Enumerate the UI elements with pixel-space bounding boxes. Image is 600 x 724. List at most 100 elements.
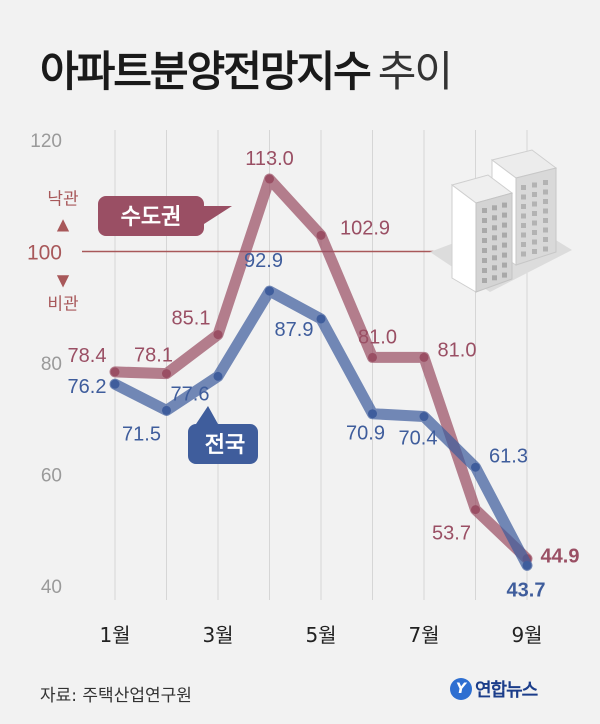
building-window (532, 182, 537, 188)
building-window (521, 213, 526, 219)
data-label: 70.9 (346, 423, 385, 445)
data-point (419, 352, 429, 362)
building-window (502, 222, 507, 228)
data-label: 113.0 (245, 148, 294, 170)
data-point (213, 330, 223, 340)
building-window (482, 248, 487, 253)
x-tick-label: 7월 (408, 623, 439, 647)
data-label: 87.9 (275, 319, 314, 341)
data-label: 61.3 (489, 445, 528, 467)
y-tick-label: 40 (41, 577, 62, 598)
data-point (213, 371, 223, 381)
building-window (502, 202, 507, 208)
data-label: 71.5 (122, 423, 161, 445)
building-window (492, 215, 497, 221)
y-tick-label: 80 (41, 354, 62, 375)
data-point (110, 379, 120, 389)
data-label: 78.4 (68, 345, 107, 367)
data-label: 102.9 (340, 217, 390, 239)
building-window (502, 232, 507, 238)
building-window (543, 237, 548, 242)
building-window (532, 230, 537, 235)
yonhap-logo-icon: Y (450, 678, 472, 700)
building-window (502, 272, 507, 278)
building-window (532, 249, 537, 254)
yonhap-logo-text: 연합뉴스 (475, 680, 538, 701)
x-tick-label: 1월 (99, 623, 130, 647)
building-window (543, 227, 548, 233)
building-window (521, 194, 526, 200)
pessimistic-label: 비관 (47, 295, 78, 315)
building-window (492, 275, 497, 281)
legend-capital-area-label: 수도권 (121, 205, 182, 230)
up-arrow-icon: ▲ (57, 215, 70, 234)
data-label: 85.1 (172, 308, 211, 330)
data-point (368, 409, 377, 419)
building-window (521, 251, 526, 257)
building-window (482, 238, 487, 243)
building-window (543, 199, 548, 204)
data-point (162, 405, 171, 415)
building-window (521, 185, 526, 190)
building-window (492, 205, 497, 211)
x-tick-label: 3월 (202, 623, 233, 647)
legend-nationwide-box (188, 406, 258, 464)
title-main: 아파트분양전망지수 (40, 47, 372, 96)
building-window (532, 211, 537, 216)
y-tick-label: 120 (30, 131, 62, 152)
building-window (521, 232, 526, 238)
y-tick-label: 60 (41, 466, 62, 487)
building-window (521, 223, 526, 228)
building-front-front (451, 184, 477, 293)
data-label: 92.9 (244, 250, 283, 272)
building-window (482, 258, 487, 263)
data-point (110, 367, 120, 377)
data-label: 44.9 (541, 546, 580, 568)
optimistic-label: 낙관 (47, 190, 78, 210)
building-window (492, 245, 497, 251)
legend-nationwide-label: 전국 (205, 433, 245, 458)
data-label: 53.7 (432, 523, 471, 545)
data-label: 81.0 (438, 339, 477, 361)
building-window (482, 228, 487, 233)
building-window (521, 204, 526, 209)
building-window (543, 208, 548, 214)
building-window (543, 246, 548, 252)
building-window (532, 220, 537, 226)
building-window (502, 252, 507, 258)
building-window (482, 268, 487, 273)
chart-title: 아파트분양전망지수 추이 (40, 38, 453, 99)
legend-capital-area-box (98, 196, 232, 236)
yonhap-logo: Y 연합뉴스 (450, 676, 538, 702)
building-window (532, 239, 537, 245)
building-window (521, 242, 526, 247)
building-window (492, 235, 497, 241)
data-point (162, 369, 171, 379)
data-label: 78.1 (134, 345, 173, 367)
source-note: 자료: 주택산업연구원 (40, 686, 192, 706)
data-label: 77.6 (171, 383, 210, 405)
building-window (502, 242, 507, 248)
data-point (265, 286, 274, 296)
title-sub: 추이 (377, 47, 453, 96)
building-window (543, 180, 548, 185)
building-window (482, 208, 487, 213)
data-point (265, 174, 274, 184)
data-label: 43.7 (507, 579, 546, 601)
building-window (543, 218, 548, 223)
data-label: 81.0 (358, 326, 397, 348)
building-window (502, 262, 507, 268)
data-point (419, 412, 429, 422)
building-window (482, 278, 487, 283)
down-arrow-icon: ▼ (57, 271, 70, 290)
data-point (471, 462, 480, 472)
x-tick-label: 9월 (511, 623, 542, 647)
data-point (316, 230, 326, 240)
building-window (532, 201, 537, 207)
building-window (492, 265, 497, 271)
data-point (368, 352, 377, 362)
building-window (482, 218, 487, 223)
data-label: 70.4 (399, 428, 438, 450)
data-point (316, 314, 326, 324)
